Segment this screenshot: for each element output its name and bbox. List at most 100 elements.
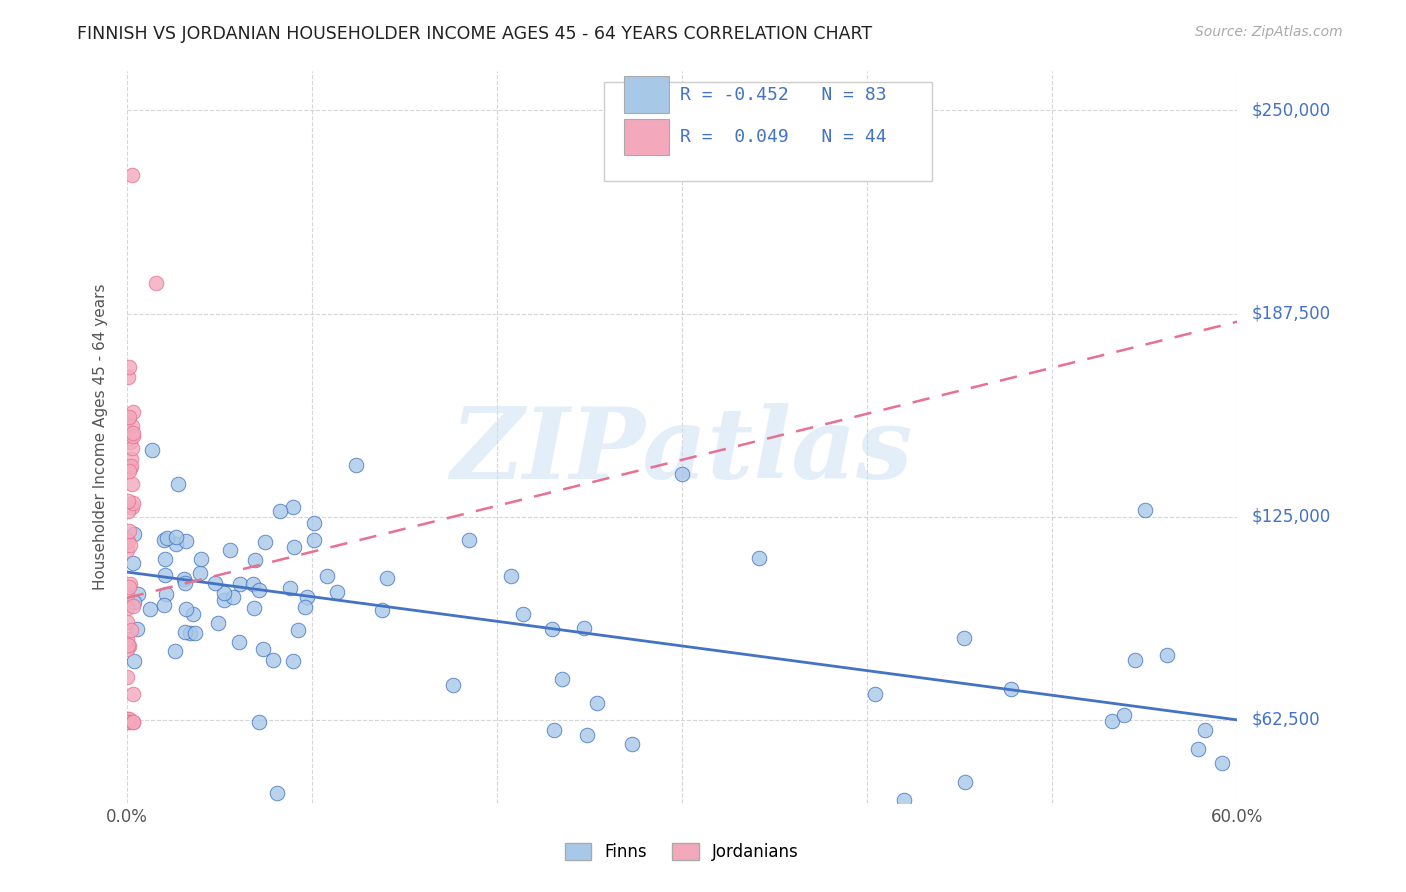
Point [167,477,190,491]
Point [229,577,252,591]
Point [120,458,142,473]
Point [576,728,599,742]
Point [572,622,595,636]
Point [953,631,976,645]
Point [121,425,143,440]
Point [204,576,226,591]
Point [120,576,142,591]
FancyBboxPatch shape [624,77,669,113]
Text: R = -0.452   N = 83: R = -0.452 N = 83 [679,86,886,103]
Text: ZIPatlas: ZIPatlas [451,403,912,500]
Text: $125,000: $125,000 [1251,508,1330,525]
Point [620,737,643,751]
Point [1114,707,1136,722]
Point [218,542,240,557]
Point [127,587,149,601]
Point [118,410,141,425]
Point [1156,648,1178,662]
Point [1101,714,1123,728]
Point [121,405,143,419]
Y-axis label: Householder Income Ages 45 - 64 years: Householder Income Ages 45 - 64 years [93,284,108,591]
Point [117,639,139,653]
Point [1187,742,1209,756]
Point [269,504,291,518]
Point [121,477,143,491]
Point [141,443,163,458]
Point [304,533,326,547]
Point [501,569,523,583]
Point [120,451,142,466]
Point [120,434,142,449]
Point [117,533,139,548]
Point [115,632,138,647]
Point [243,600,266,615]
Point [287,623,309,637]
Point [117,712,139,726]
Point [117,670,139,684]
Point [174,533,197,548]
Point [121,441,143,455]
Point [153,533,176,547]
Point [371,602,394,616]
Point [214,586,236,600]
Point [953,774,976,789]
Point [228,635,250,649]
Point [1000,681,1022,696]
Point [247,715,270,730]
Point [174,602,197,616]
Point [174,576,197,591]
Text: $250,000: $250,000 [1251,102,1330,120]
FancyBboxPatch shape [624,119,669,155]
Point [190,566,212,581]
Point [173,625,195,640]
Point [551,673,574,687]
Point [283,541,305,555]
Text: FINNISH VS JORDANIAN HOUSEHOLDER INCOME AGES 45 - 64 YEARS CORRELATION CHART: FINNISH VS JORDANIAN HOUSEHOLDER INCOME … [77,25,873,43]
Text: $187,500: $187,500 [1251,304,1330,323]
Point [262,652,284,666]
Point [326,585,349,599]
Point [153,552,176,566]
Text: R =  0.049   N = 44: R = 0.049 N = 44 [679,128,886,146]
Text: $62,500: $62,500 [1251,711,1320,729]
Point [190,552,212,566]
Point [242,577,264,591]
Point [122,599,145,614]
Point [125,623,148,637]
Point [121,557,143,571]
Point [120,538,142,552]
Point [139,602,162,616]
Point [163,644,186,658]
Point [184,625,207,640]
Point [117,412,139,426]
Point [315,569,337,583]
Point [117,504,139,518]
Point [156,531,179,545]
Point [173,572,195,586]
Point [120,461,142,475]
Point [122,653,145,667]
Point [115,642,138,657]
Point [1194,723,1216,737]
Point [278,582,301,596]
Point [153,598,176,612]
Point [1211,756,1233,771]
Point [118,464,141,478]
Point [121,169,143,183]
Text: Source: ZipAtlas.com: Source: ZipAtlas.com [1195,25,1343,39]
Point [863,687,886,701]
Point [179,626,201,640]
Point [124,527,146,541]
Point [375,571,398,585]
Point [283,500,305,514]
Point [252,642,274,657]
Point [124,595,146,609]
Point [243,553,266,567]
Point [541,622,564,636]
Point [122,714,145,729]
Point [118,524,141,538]
Point [118,360,141,375]
Point [115,714,138,729]
Point [1133,503,1156,517]
Point [121,419,143,434]
